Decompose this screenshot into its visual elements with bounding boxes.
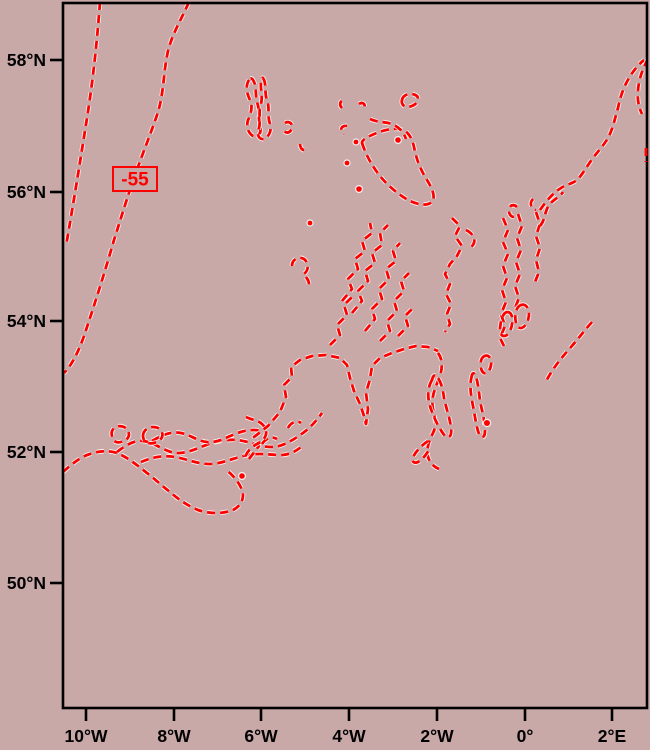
contour-path	[410, 439, 432, 465]
x-axis-tick-label: 2°W	[420, 726, 454, 746]
contour-dot	[353, 139, 359, 145]
contour-path	[256, 76, 273, 141]
contour-path	[513, 213, 524, 309]
contour-dot	[356, 186, 362, 192]
y-axis-tick-label: 58°N	[7, 50, 46, 70]
contour-path	[538, 58, 645, 211]
contour-path	[443, 217, 464, 333]
y-axis-tick-label: 50°N	[7, 573, 46, 593]
x-axis-tick-label: 8°W	[157, 726, 191, 746]
contour-dot	[239, 473, 245, 479]
contour-path	[397, 307, 414, 337]
contour-path	[340, 222, 374, 302]
contour-path	[513, 303, 531, 330]
contour-path	[369, 117, 408, 140]
contour-path	[243, 415, 268, 458]
contour-lines-group	[63, 3, 647, 516]
x-axis-tick-label: 2°E	[598, 726, 626, 746]
contour-path	[338, 99, 347, 109]
contour-label-box	[112, 166, 158, 192]
contour-path	[304, 276, 311, 289]
contour-path	[498, 310, 514, 338]
x-axis-tick-label: 0°	[517, 726, 534, 746]
contour-path	[151, 428, 263, 444]
contour-dot	[307, 220, 313, 226]
contour-path	[538, 191, 565, 227]
contour-path	[350, 224, 389, 314]
contour-path	[507, 203, 519, 219]
contour-dot	[344, 160, 350, 166]
contour-path	[544, 321, 594, 383]
contour-path	[247, 344, 439, 460]
contour-path	[465, 228, 476, 250]
contour-path	[141, 425, 164, 445]
contour-path	[636, 58, 647, 115]
y-axis-tick-label: 56°N	[7, 182, 46, 202]
contour-path	[63, 449, 245, 515]
contour-path	[363, 242, 402, 332]
contour-path	[358, 101, 367, 111]
contour-path	[286, 420, 302, 429]
contour-label-text: -55	[121, 170, 149, 191]
contour-path	[140, 445, 302, 466]
contour-path	[426, 374, 453, 439]
contour-path	[379, 272, 410, 342]
contour-path	[498, 217, 510, 347]
contour-path	[110, 424, 131, 444]
contour-dots-group	[238, 136, 492, 480]
contour-path	[339, 124, 348, 136]
plot-frame	[61, 1, 649, 710]
contour-dot	[484, 420, 490, 426]
x-axis-tick-label: 10°W	[65, 726, 108, 746]
y-axis-tick-label: 54°N	[7, 311, 46, 331]
contour-path	[260, 436, 278, 445]
contour-path	[469, 371, 487, 439]
contour-path	[479, 354, 493, 375]
contour-path	[400, 92, 420, 109]
contour-path	[329, 296, 353, 346]
contour-dot	[395, 137, 401, 143]
x-axis-tick-label: 6°W	[244, 726, 278, 746]
x-axis-tick-label: 4°W	[332, 726, 366, 746]
contour-path	[529, 198, 537, 212]
y-axis-tick-label: 52°N	[7, 442, 46, 462]
contour-path	[282, 120, 294, 134]
contour-path	[360, 127, 436, 207]
contour-path	[298, 143, 309, 152]
contour-path	[290, 256, 310, 276]
